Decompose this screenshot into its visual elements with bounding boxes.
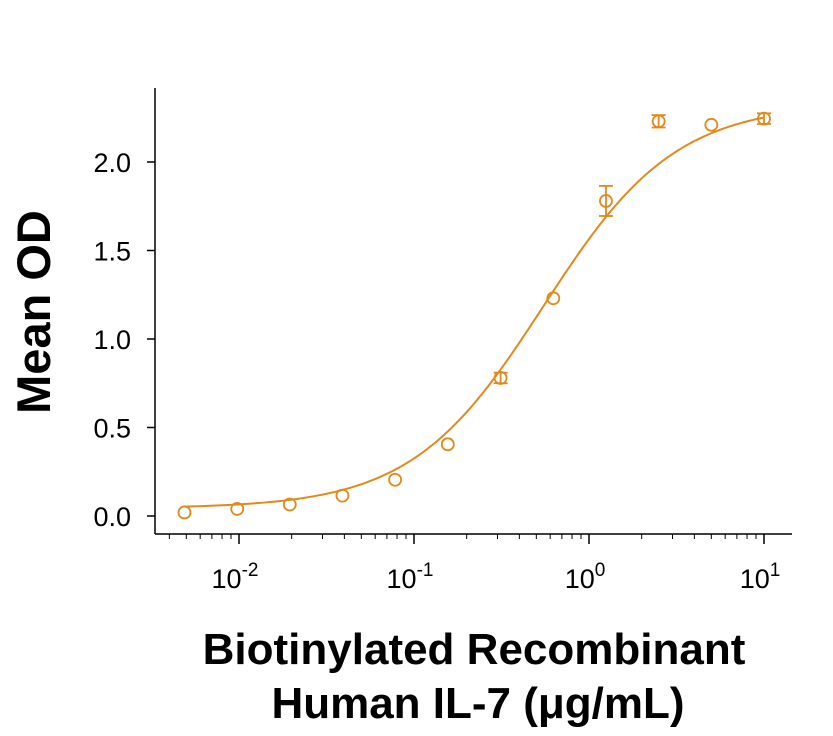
y-tick-label: 0.0 [93, 502, 131, 532]
y-axis-title: Mean OD [7, 210, 60, 414]
x-tick-label: 10-1 [387, 560, 434, 594]
x-ticks: 10-2 10-1 100 101 [168, 534, 781, 594]
x-axis-title-line-2: Human IL-7 (μg/mL) [271, 679, 684, 728]
data-point [757, 111, 771, 126]
data-point [282, 497, 297, 512]
y-tick-label: 0.5 [93, 414, 131, 444]
data-point [177, 505, 192, 520]
data-point [546, 291, 561, 306]
data-point [493, 371, 508, 385]
data-point [335, 488, 350, 503]
y-tick-label: 1.0 [93, 325, 131, 355]
y-tick-label: 2.0 [93, 148, 131, 178]
data-points [177, 111, 771, 520]
data-point [230, 502, 245, 516]
fit-curve [184, 116, 765, 508]
y-ticks: 0.0 0.5 1.0 1.5 2.0 [93, 148, 155, 532]
data-point [388, 472, 403, 487]
x-tick-label: 10-2 [212, 560, 259, 594]
x-tick-label: 100 [565, 560, 606, 594]
data-point [704, 117, 719, 132]
data-point [651, 114, 666, 129]
x-axis-title-line-1: Biotinylated Recombinant [203, 625, 746, 674]
axes [154, 88, 792, 535]
x-tick-label: 101 [740, 560, 781, 594]
data-point [440, 437, 455, 452]
data-point [599, 194, 613, 208]
y-tick-label: 1.5 [93, 237, 131, 267]
